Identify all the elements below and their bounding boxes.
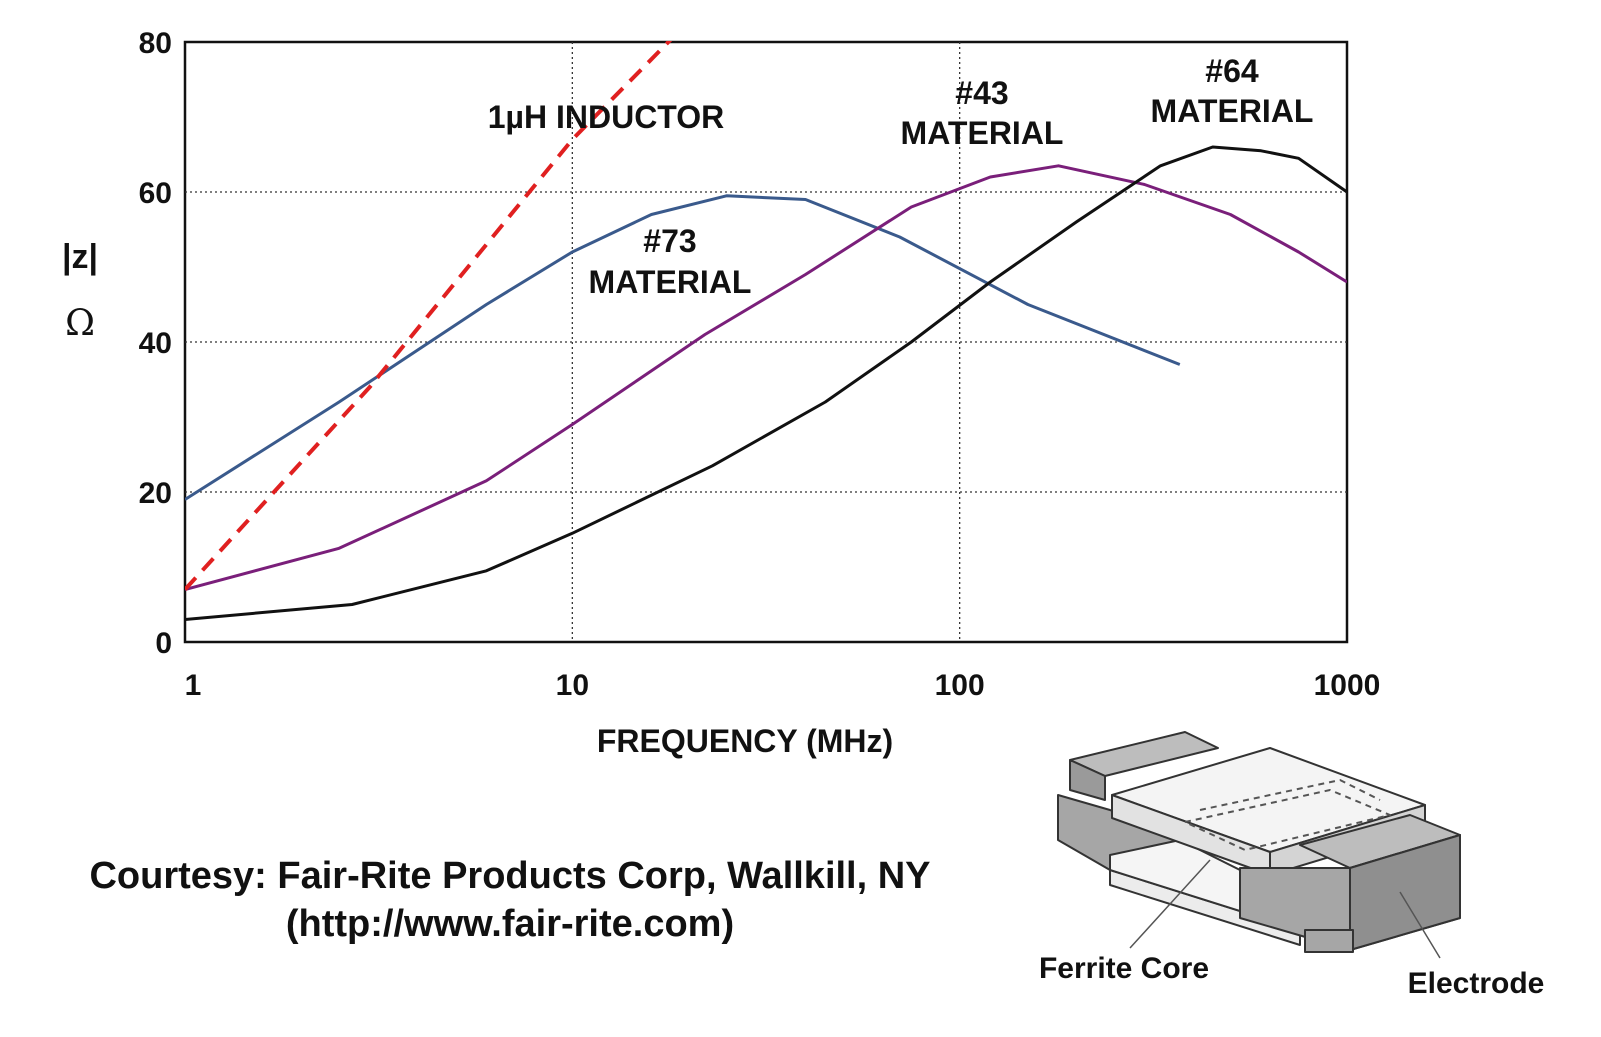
- y-tick-label: 40: [139, 327, 172, 360]
- y-axis-unit: Ω: [65, 303, 95, 344]
- annotation-inductor: 1µH INDUCTOR: [488, 99, 725, 135]
- electrode-pointer: [1399, 891, 1441, 959]
- internal-conductor-dashed: [1184, 789, 1391, 851]
- x-tick-label: 1: [185, 669, 202, 702]
- annotation-43-number: #43: [955, 75, 1008, 111]
- annotation-43-material: MATERIAL: [901, 115, 1064, 151]
- gridlines: [185, 42, 1347, 642]
- internal-conductor-dashed-2: [1199, 779, 1381, 811]
- chip-ferrite-bead-illustration: [1057, 731, 1461, 959]
- x-axis-label: FREQUENCY (MHz): [597, 723, 893, 759]
- courtesy-credit: Courtesy: Fair-Rite Products Corp, Wallk…: [40, 852, 980, 948]
- x-tick-label: 1000: [1314, 669, 1381, 702]
- y-tick-label: 80: [139, 27, 172, 60]
- annotation-64-number: #64: [1205, 53, 1259, 89]
- series-line-43-material: [185, 164, 1347, 591]
- right-electrode-side: [1349, 834, 1461, 951]
- electrode-label: Electrode: [1408, 967, 1545, 1000]
- left-electrode-side: [1069, 759, 1106, 801]
- x-tick-labels: 1 10 100 1000: [185, 669, 1381, 702]
- ferrite-core-label: Ferrite Core: [1039, 952, 1209, 985]
- annotation-73-material: MATERIAL: [589, 264, 752, 300]
- right-electrode-foot: [1304, 929, 1354, 953]
- y-tick-label: 60: [139, 177, 172, 210]
- annotation-64-material: MATERIAL: [1151, 93, 1314, 129]
- annotation-73-number: #73: [643, 223, 696, 259]
- courtesy-url: (http://www.fair-rite.com): [285, 903, 735, 945]
- series-lines: [185, 41, 1347, 621]
- courtesy-line: Courtesy: Fair-Rite Products Corp, Wallk…: [89, 855, 931, 897]
- x-tick-label: 100: [935, 669, 985, 702]
- y-tick-label: 0: [155, 627, 172, 660]
- y-tick-label: 20: [139, 477, 172, 510]
- series-line-73-material: [185, 194, 1181, 501]
- ferrite-core-pointer: [1129, 859, 1211, 949]
- y-tick-labels: 0 20 40 60 80: [139, 27, 172, 660]
- y-axis-label: |z|: [62, 238, 98, 276]
- x-tick-label: 10: [556, 669, 589, 702]
- series-line-64-material: [185, 145, 1347, 621]
- series-line-1-h-inductor: [185, 41, 673, 591]
